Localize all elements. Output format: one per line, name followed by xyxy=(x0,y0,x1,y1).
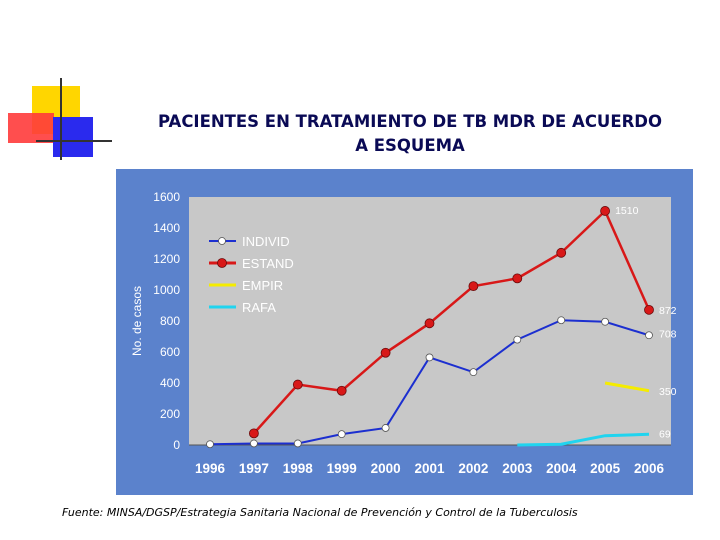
data-point-indiv xyxy=(381,424,390,432)
data-point-estand xyxy=(248,428,259,439)
data-label: 350 xyxy=(659,386,677,398)
x-tick-label: 1997 xyxy=(239,461,269,476)
deco-horizontal-line xyxy=(36,140,112,142)
data-point-estand xyxy=(644,304,654,315)
data-point-indiv xyxy=(293,439,302,448)
x-tick-label: 2003 xyxy=(502,461,533,476)
series-line-empir xyxy=(604,381,650,393)
y-tick-label: 1000 xyxy=(153,283,180,297)
legend-marker-indiv xyxy=(218,237,226,245)
data-point-indiv xyxy=(645,331,653,340)
x-tick-label: 2002 xyxy=(458,461,488,476)
data-label: 69 xyxy=(659,428,671,440)
y-axis-label: No. de casos xyxy=(130,286,144,356)
y-tick-label: 1400 xyxy=(153,221,180,235)
x-tick-label: 2001 xyxy=(414,461,445,476)
legend-marker-estand xyxy=(217,258,227,268)
title-line-1: PACIENTES EN TRATAMIENTO DE TB MDR DE AC… xyxy=(157,112,663,131)
legend-label-estand: ESTAND xyxy=(242,256,294,271)
data-point-estand xyxy=(380,347,391,358)
data-point-estand xyxy=(292,379,303,390)
data-point-indiv xyxy=(557,316,566,325)
y-tick-label: 400 xyxy=(160,376,180,390)
x-tick-label: 2005 xyxy=(590,461,621,476)
series-line-rafa xyxy=(517,432,650,447)
data-point-indiv xyxy=(469,368,478,377)
data-label: 872 xyxy=(659,305,677,317)
data-point-indiv xyxy=(337,430,346,439)
y-tick-label: 1600 xyxy=(153,190,180,204)
legend-label-indiv: INDIVID xyxy=(242,234,290,249)
data-point-indiv xyxy=(206,440,214,449)
data-label: 1510 xyxy=(615,205,639,217)
title-line-2: A ESQUEMA xyxy=(355,136,465,155)
chart-panel: 0 200 400 600 800 1000 1200 1400 1600 1996 1997 199… xyxy=(116,169,693,495)
y-tick-label: 1200 xyxy=(153,252,180,266)
x-tick-label: 2004 xyxy=(546,461,577,476)
deco-blue-square xyxy=(53,117,93,157)
y-tick-label: 200 xyxy=(160,407,180,421)
data-point-estand xyxy=(512,273,523,284)
y-tick-label: 600 xyxy=(160,345,180,359)
data-point-estand xyxy=(600,206,611,216)
source-note: Fuente: MINSA/DGSP/Estrategia Sanitaria … xyxy=(62,506,578,519)
deco-red-square xyxy=(8,113,54,143)
x-tick-label: 2000 xyxy=(371,461,401,476)
data-point-estand xyxy=(336,385,347,396)
data-point-indiv xyxy=(425,353,434,362)
data-point-estand xyxy=(468,281,479,292)
x-tick-label: 2006 xyxy=(634,461,665,476)
data-point-estand xyxy=(424,318,435,329)
x-tick-label: 1996 xyxy=(195,461,226,476)
data-point-indiv xyxy=(601,317,610,326)
data-label: 708 xyxy=(659,328,677,340)
y-tick-label: 800 xyxy=(160,314,180,328)
data-point-indiv xyxy=(513,335,522,344)
line-chart: 0 200 400 600 800 1000 1200 1400 1600 1996 1997 199… xyxy=(130,190,677,476)
series-line-estand xyxy=(252,208,651,435)
y-tick-label: 0 xyxy=(173,438,180,452)
x-tick-label: 1999 xyxy=(327,461,357,476)
legend-label-empir: EMPIR xyxy=(242,278,283,293)
data-point-estand xyxy=(556,247,567,258)
data-point-indiv xyxy=(249,439,258,448)
legend-label-rafa: RAFA xyxy=(242,300,276,315)
x-tick-label: 1998 xyxy=(283,461,314,476)
page-title: PACIENTES EN TRATAMIENTO DE TB MDR DE AC… xyxy=(110,110,710,158)
deco-vertical-line xyxy=(60,78,62,160)
